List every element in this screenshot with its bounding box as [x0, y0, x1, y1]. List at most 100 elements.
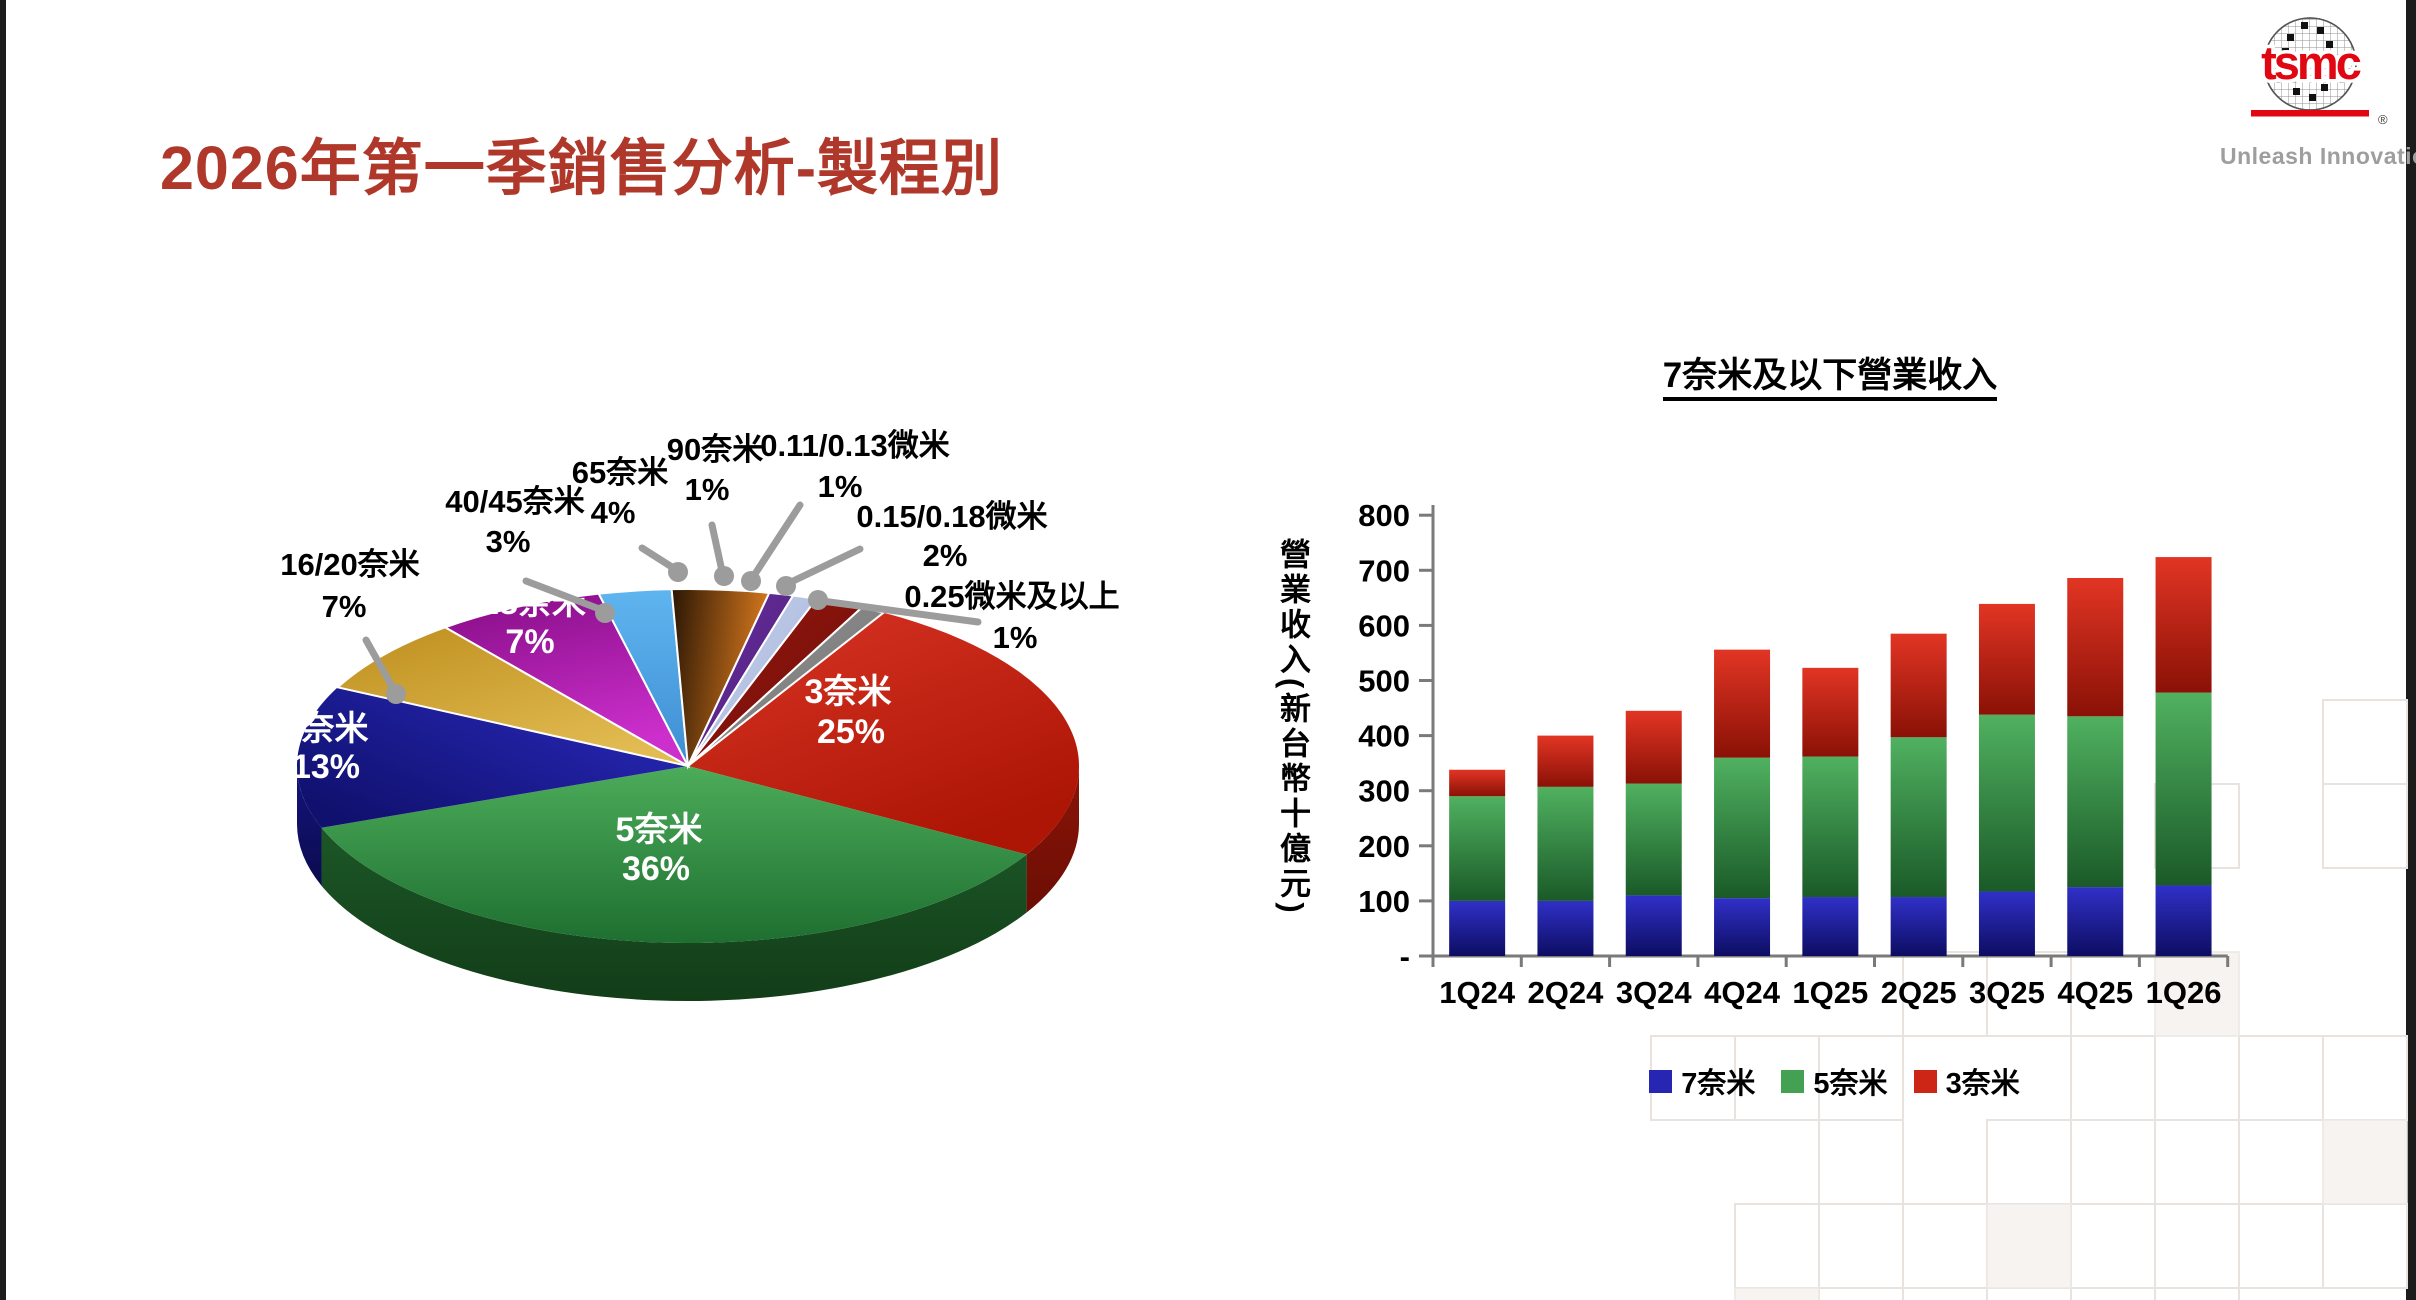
- bar-segment-7奈米-2Q25: [1890, 897, 1947, 956]
- pie-value-90nm: 1%: [685, 472, 730, 507]
- pie-rim-3nm: [1026, 766, 1079, 913]
- pie-label-16-20nm: 16/20奈米: [280, 547, 420, 582]
- x-category-label: 1Q26: [2146, 975, 2222, 1010]
- leader-dot-40-45nm: [595, 603, 615, 623]
- bar-segment-3奈米-4Q24: [1714, 649, 1771, 758]
- checker-square: [1986, 1287, 2072, 1300]
- y-tick-label: 100: [1358, 884, 1410, 919]
- x-category-label: 4Q25: [2057, 975, 2133, 1010]
- bar-chart: 800 700 600 500 400 300 200 100 -1Q24 2Q24 3Q24 4Q2…: [1358, 498, 2230, 1010]
- pie-slice-3nm: [688, 612, 1079, 855]
- pie-slice-28nm: [442, 592, 691, 769]
- bar-segment-7奈米-3Q25: [1978, 891, 2035, 956]
- bar-segment-7奈米-1Q25: [1802, 897, 1859, 956]
- bar-segment-7奈米-4Q24: [1714, 898, 1771, 956]
- leader-line-0.25um-up: [818, 597, 982, 626]
- bar-segment-3奈米-1Q25: [1802, 667, 1859, 757]
- legend-item-7奈米: 7奈米: [1649, 1060, 1755, 1102]
- bar-segment-5奈米-1Q26: [2155, 692, 2212, 886]
- pie-label-28nm: 28奈米: [480, 584, 586, 622]
- checker-square: [2322, 783, 2408, 869]
- y-tick-label: 400: [1358, 719, 1410, 754]
- wafer-dice-dots: [2282, 22, 2336, 101]
- checker-square-filled: [2322, 1119, 2408, 1205]
- pie-label-0.25um-up: 0.25微米及以上: [904, 579, 1119, 614]
- checker-square: [2154, 1287, 2240, 1300]
- legend-swatch: [1913, 1069, 1937, 1093]
- bar-segment-3奈米-1Q26: [2155, 557, 2212, 693]
- bar-segment-5奈米-1Q25: [1802, 756, 1859, 898]
- checker-square: [2322, 1203, 2408, 1289]
- legend-item-3奈米: 3奈米: [1913, 1060, 2020, 1102]
- checker-square: [1986, 1119, 2072, 1205]
- pie-value-28nm: 7%: [505, 623, 554, 661]
- checker-square-filled: [1734, 1287, 1820, 1300]
- checker-square: [2322, 699, 2408, 785]
- leader-line-0.11-0.13um: [749, 501, 804, 581]
- tsmc-brand-text: tsmc: [2261, 36, 2361, 89]
- leader-line-16-20nm: [362, 636, 398, 694]
- bar-segment-5奈米-4Q25: [2067, 716, 2124, 888]
- y-tick-label: 200: [1358, 829, 1410, 864]
- leader-line-0.15-0.18um: [785, 545, 864, 587]
- pie-rim: [297, 766, 1079, 1002]
- pie-label-65nm: 65奈米: [572, 455, 668, 490]
- legend-label: 5奈米: [1813, 1068, 1888, 1100]
- checker-square: [1902, 1203, 1988, 1289]
- legend-label: 3奈米: [1945, 1068, 2020, 1100]
- leader-line-90nm: [708, 521, 726, 575]
- pie-slice-5nm: [321, 766, 1027, 943]
- bar-segment-5奈米-1Q24: [1449, 796, 1506, 901]
- bar-segment-7奈米-1Q24: [1449, 900, 1506, 956]
- legend-item-5奈米: 5奈米: [1781, 1060, 1888, 1102]
- bar-segment-3奈米-2Q25: [1890, 633, 1947, 738]
- x-category-label: 2Q24: [1528, 975, 1605, 1010]
- y-tick-label: 300: [1358, 774, 1410, 809]
- logo-underline: [2251, 110, 2369, 117]
- pie-rim-7nm: [297, 766, 322, 886]
- x-category-label: 3Q24: [1616, 975, 1693, 1010]
- pie-value-0.11-0.13um: 1%: [818, 469, 863, 504]
- bar-segment-5奈米-2Q24: [1537, 786, 1594, 901]
- checker-square: [2238, 1203, 2324, 1289]
- legend-swatch: [1781, 1069, 1805, 1093]
- checker-square: [1818, 1287, 1904, 1300]
- leader-dot-0.25um-up: [808, 590, 828, 610]
- page-title: 2026年第一季銷售分析-製程別: [160, 134, 1004, 202]
- pie-value-40-45nm: 3%: [486, 524, 531, 559]
- checker-square: [2070, 1203, 2156, 1289]
- pie-label-3nm: 3奈米: [805, 673, 892, 711]
- bar-segment-3奈米-3Q25: [1978, 603, 2035, 715]
- pie-label-7nm: 7奈米: [282, 710, 369, 748]
- bar-segment-7奈米-3Q24: [1625, 895, 1682, 956]
- leader-dot-16-20nm: [386, 684, 406, 704]
- pie-label-40-45nm: 40/45奈米: [445, 484, 585, 519]
- leader-line-40-45nm: [522, 577, 606, 614]
- checker-square: [2154, 1119, 2240, 1205]
- y-tick-label: -: [1400, 939, 1410, 974]
- pie-label-0.15-0.18um: 0.15/0.18微米: [856, 499, 1047, 534]
- pie-value-5nm: 36%: [622, 850, 690, 888]
- leader-dot-0.15-0.18um: [776, 576, 796, 596]
- y-tick-label: 700: [1358, 553, 1410, 588]
- checker-square: [1734, 1203, 1820, 1289]
- left-black-bar: [0, 0, 6, 1300]
- legend-label: 7奈米: [1681, 1068, 1756, 1100]
- bar-chart-title: 7奈米及以下營業收入: [1520, 347, 2140, 401]
- x-category-label: 1Q24: [1439, 975, 1516, 1010]
- logo-tagline: Unleash Innovation: [2220, 143, 2416, 169]
- bar-segment-7奈米-2Q24: [1537, 900, 1594, 956]
- bar-segment-7奈米-4Q25: [2067, 887, 2124, 956]
- pie-value-3nm: 25%: [817, 713, 885, 751]
- x-category-label: 2Q25: [1881, 975, 1957, 1010]
- tsmc-wafer-icon: tsmc ®: [2251, 17, 2388, 127]
- y-tick-label: 500: [1358, 664, 1410, 699]
- bar-segment-5奈米-2Q25: [1890, 737, 1947, 898]
- pie-rim-5nm: [321, 827, 1027, 1002]
- checker-square-filled: [1986, 1203, 2072, 1289]
- leader-line-65nm: [638, 544, 679, 573]
- right-black-bar: [2406, 0, 2416, 1300]
- pie-value-0.15-0.18um: 2%: [923, 538, 968, 573]
- checker-square-filled: [2154, 951, 2240, 1037]
